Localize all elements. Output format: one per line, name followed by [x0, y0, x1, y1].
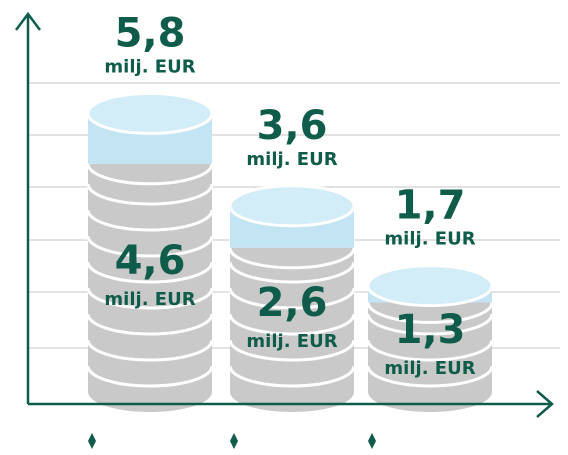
inner-unit-label: milj. EUR: [384, 358, 475, 379]
value-label: 3,6: [257, 103, 328, 149]
inner-value-label: 4,6: [115, 238, 186, 284]
diamond: [368, 433, 376, 449]
value-label: 5,8: [115, 10, 186, 56]
diamond: [88, 433, 96, 449]
unit-label: milj. EUR: [104, 56, 195, 77]
inner-value-label: 1,3: [395, 307, 466, 353]
coin-top: [230, 186, 354, 226]
value-label: 1,7: [395, 183, 466, 229]
chart: 5,8milj. EUR4,6milj. EUR3,6milj. EUR2,6m…: [0, 0, 568, 455]
inner-value-label: 2,6: [257, 280, 328, 326]
inner-unit-label: milj. EUR: [104, 289, 195, 310]
unit-label: milj. EUR: [384, 229, 475, 250]
unit-label: milj. EUR: [246, 149, 337, 170]
coin-top: [88, 93, 212, 133]
coin-top: [368, 266, 492, 306]
inner-unit-label: milj. EUR: [246, 331, 337, 352]
diamond: [230, 433, 238, 449]
